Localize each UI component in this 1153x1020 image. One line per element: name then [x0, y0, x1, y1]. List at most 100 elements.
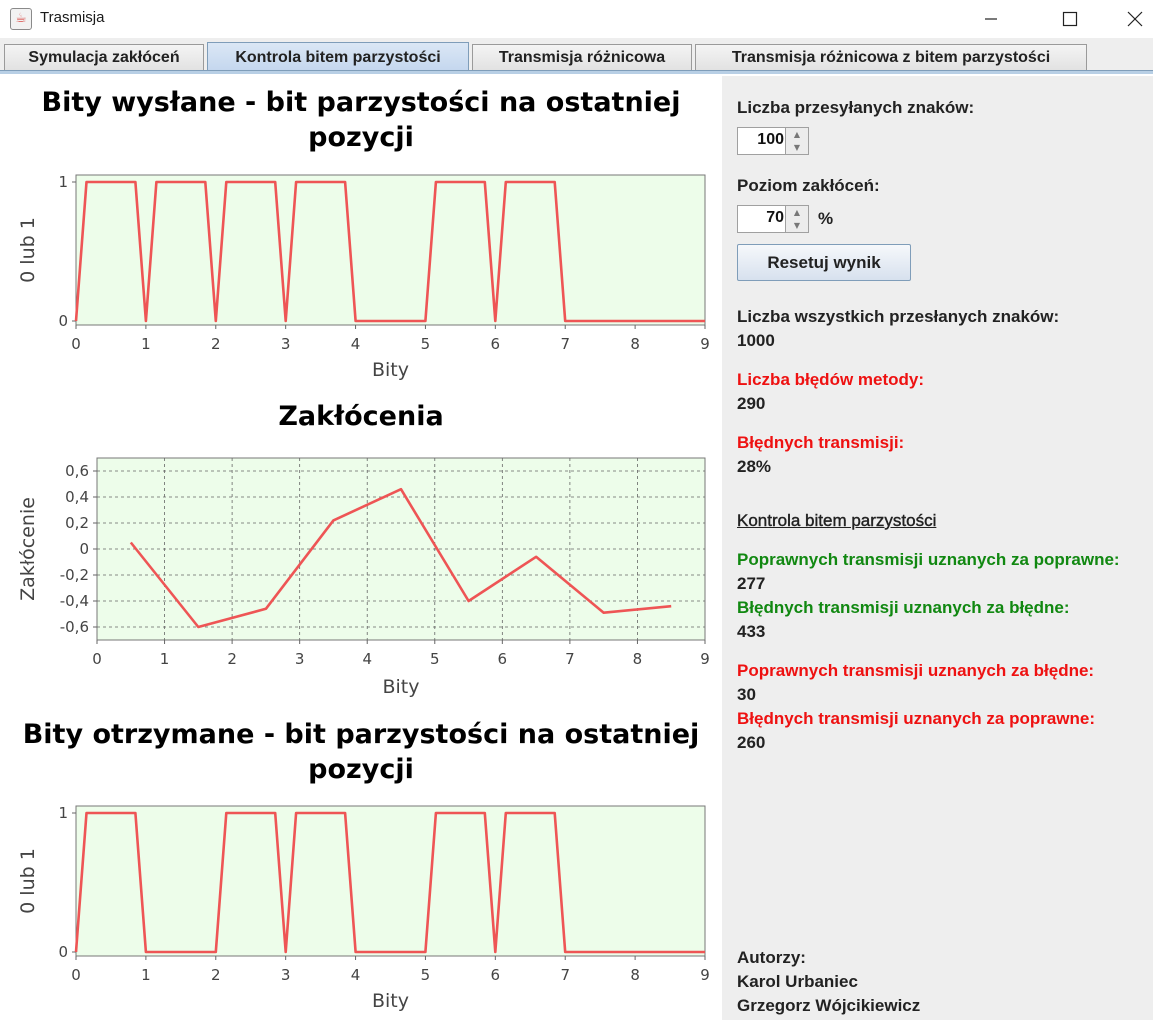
x-tick-label: 5: [430, 650, 440, 668]
x-tick-label: 1: [141, 335, 151, 353]
bad-as-correct-label: Błędnych transmisji uznanych za poprawne…: [737, 709, 1096, 728]
x-tick-label: 9: [700, 966, 710, 984]
x-tick-label: 0: [92, 650, 102, 668]
noise-value[interactable]: 70: [766, 209, 784, 226]
x-tick-label: 7: [560, 966, 570, 984]
y-tick-label: 0: [79, 540, 89, 558]
chars-value[interactable]: 100: [757, 131, 784, 148]
x-tick-label: 6: [491, 335, 501, 353]
correct-as-correct-label: Poprawnych transmisji uznanych za popraw…: [737, 550, 1120, 569]
y-tick-label: -0,4: [60, 592, 89, 610]
author-2: Grzegorz Wójcikiewicz: [737, 996, 921, 1015]
y-axis-label: 0 lub 1: [17, 848, 39, 914]
y-tick-label: -0,2: [60, 566, 89, 584]
x-tick-label: 3: [281, 966, 291, 984]
minimize-button[interactable]: [968, 0, 1014, 38]
author-1: Karol Urbaniec: [737, 972, 858, 991]
close-button[interactable]: [1115, 0, 1153, 38]
x-axis-label: Bity: [372, 990, 409, 1012]
x-tick-label: 5: [421, 966, 431, 984]
charts-panel: Bity wysłane - bit parzystości na ostatn…: [0, 76, 722, 1020]
y-tick-label: 1: [58, 804, 68, 822]
y-tick-label: 0: [58, 943, 68, 961]
x-axis-label: Bity: [382, 676, 419, 698]
y-tick-label: 0: [58, 312, 68, 330]
x-tick-label: 6: [491, 966, 501, 984]
chars-decrement-arrow-icon[interactable]: ▼: [785, 141, 808, 154]
minimize-icon: [985, 18, 997, 20]
tab-transmisja-roznicowa[interactable]: Transmisja różnicowa: [472, 44, 692, 70]
x-tick-label: 1: [141, 966, 151, 984]
noise-label: Poziom zakłóceń:: [737, 176, 880, 195]
chart3-title: Bity otrzymane - bit parzystości na osta…: [22, 719, 700, 785]
x-tick-label: 3: [295, 650, 305, 668]
plot-area: [75, 174, 706, 326]
authors-label: Autorzy:: [737, 948, 806, 967]
noise-spinner[interactable]: 70 ▲ ▼: [737, 205, 809, 233]
tab-underline: [0, 70, 1153, 74]
tab-bar: Symulacja zakłóceń Kontrola bitem parzys…: [0, 38, 1153, 74]
x-tick-label: 4: [362, 650, 372, 668]
chars-increment-arrow-icon[interactable]: ▲: [785, 128, 808, 142]
correct-as-bad-label: Poprawnych transmisji uznanych za błędne…: [737, 661, 1095, 680]
y-axis-label: Zakłócenie: [17, 497, 39, 601]
tab-symulacja-zaklocen[interactable]: Symulacja zakłóceń: [4, 44, 204, 70]
section-title: Kontrola bitem parzystości: [737, 511, 937, 530]
bad-label: Błędnych transmisji:: [737, 433, 905, 452]
y-tick-label: 0,6: [65, 462, 89, 480]
x-tick-label: 5: [421, 335, 431, 353]
x-tick-label: 9: [700, 650, 710, 668]
y-tick-label: 0,2: [65, 514, 89, 532]
correct-as-correct-value: 277: [737, 574, 766, 593]
y-tick-label: 0,4: [65, 488, 89, 506]
x-tick-label: 2: [227, 650, 237, 668]
tab-kontrola-bitem-parzystosci[interactable]: Kontrola bitem parzystości: [207, 42, 469, 72]
x-tick-label: 7: [565, 650, 575, 668]
x-tick-label: 8: [630, 966, 640, 984]
x-tick-label: 2: [211, 335, 221, 353]
x-tick-label: 1: [160, 650, 170, 668]
maximize-icon: [1062, 11, 1078, 27]
maximize-button[interactable]: [1046, 0, 1092, 38]
plot-area: [75, 805, 706, 957]
x-axis-label: Bity: [372, 359, 409, 381]
x-tick-label: 7: [560, 335, 570, 353]
series-line: [74, 811, 705, 954]
x-tick-label: 8: [633, 650, 643, 668]
x-tick-label: 4: [351, 335, 361, 353]
x-tick-label: 4: [351, 966, 361, 984]
chars-spinner[interactable]: 100 ▲ ▼: [737, 127, 809, 155]
bad-as-bad-value: 433: [737, 622, 766, 641]
close-icon: [1127, 11, 1143, 27]
sent-bits-chart: 0 1 2 3 4 5 6 7 8 9 0 1 Bity 0 lub 1: [17, 173, 710, 381]
bad-as-bad-label: Błędnych transmisji uznanych za błędne:: [737, 598, 1070, 617]
results-panel: Liczba przesyłanych znaków: 100 ▲ ▼ Pozi…: [722, 76, 1153, 1020]
series-line: [129, 487, 672, 629]
x-tick-label: 6: [498, 650, 508, 668]
y-axis-label: 0 lub 1: [17, 217, 39, 283]
y-tick-label: -0,6: [60, 618, 89, 636]
errors-label: Liczba błędów metody:: [737, 370, 925, 389]
x-tick-label: 0: [71, 335, 81, 353]
x-tick-label: 3: [281, 335, 291, 353]
x-tick-label: 8: [630, 335, 640, 353]
received-bits-chart: 0 1 2 3 4 5 6 7 8 9 0 1 Bity 0 lub 1: [17, 804, 710, 1012]
series-line: [74, 180, 705, 323]
x-tick-label: 2: [211, 966, 221, 984]
noise-unit: %: [818, 209, 834, 228]
title-bar: ☕ Trasmisja: [0, 0, 1153, 38]
total-value: 1000: [737, 331, 775, 350]
total-label: Liczba wszystkich przesłanych znaków:: [737, 307, 1060, 326]
chart2-title: Zakłócenia: [278, 401, 444, 432]
reset-button[interactable]: Resetuj wynik: [737, 244, 911, 281]
noise-decrement-arrow-icon[interactable]: ▼: [785, 219, 808, 232]
y-tick-label: 1: [58, 173, 68, 191]
tab-transmisja-roznicowa-z-bitem[interactable]: Transmisja różnicowa z bitem parzystości: [695, 44, 1087, 70]
noise-increment-arrow-icon[interactable]: ▲: [785, 206, 808, 220]
x-tick-label: 9: [700, 335, 710, 353]
noise-chart: 0 1 2 3 4 5 6 7 8 9 0,6 0,4 0,2 0 -0,2 -0,4 -0,6 Bity Zakł…: [17, 457, 710, 698]
window-title: Trasmisja: [40, 9, 105, 26]
chart1-title: Bity wysłane - bit parzystości na ostatn…: [41, 87, 681, 153]
bad-as-correct-value: 260: [737, 733, 766, 752]
java-app-icon: ☕: [10, 8, 32, 30]
